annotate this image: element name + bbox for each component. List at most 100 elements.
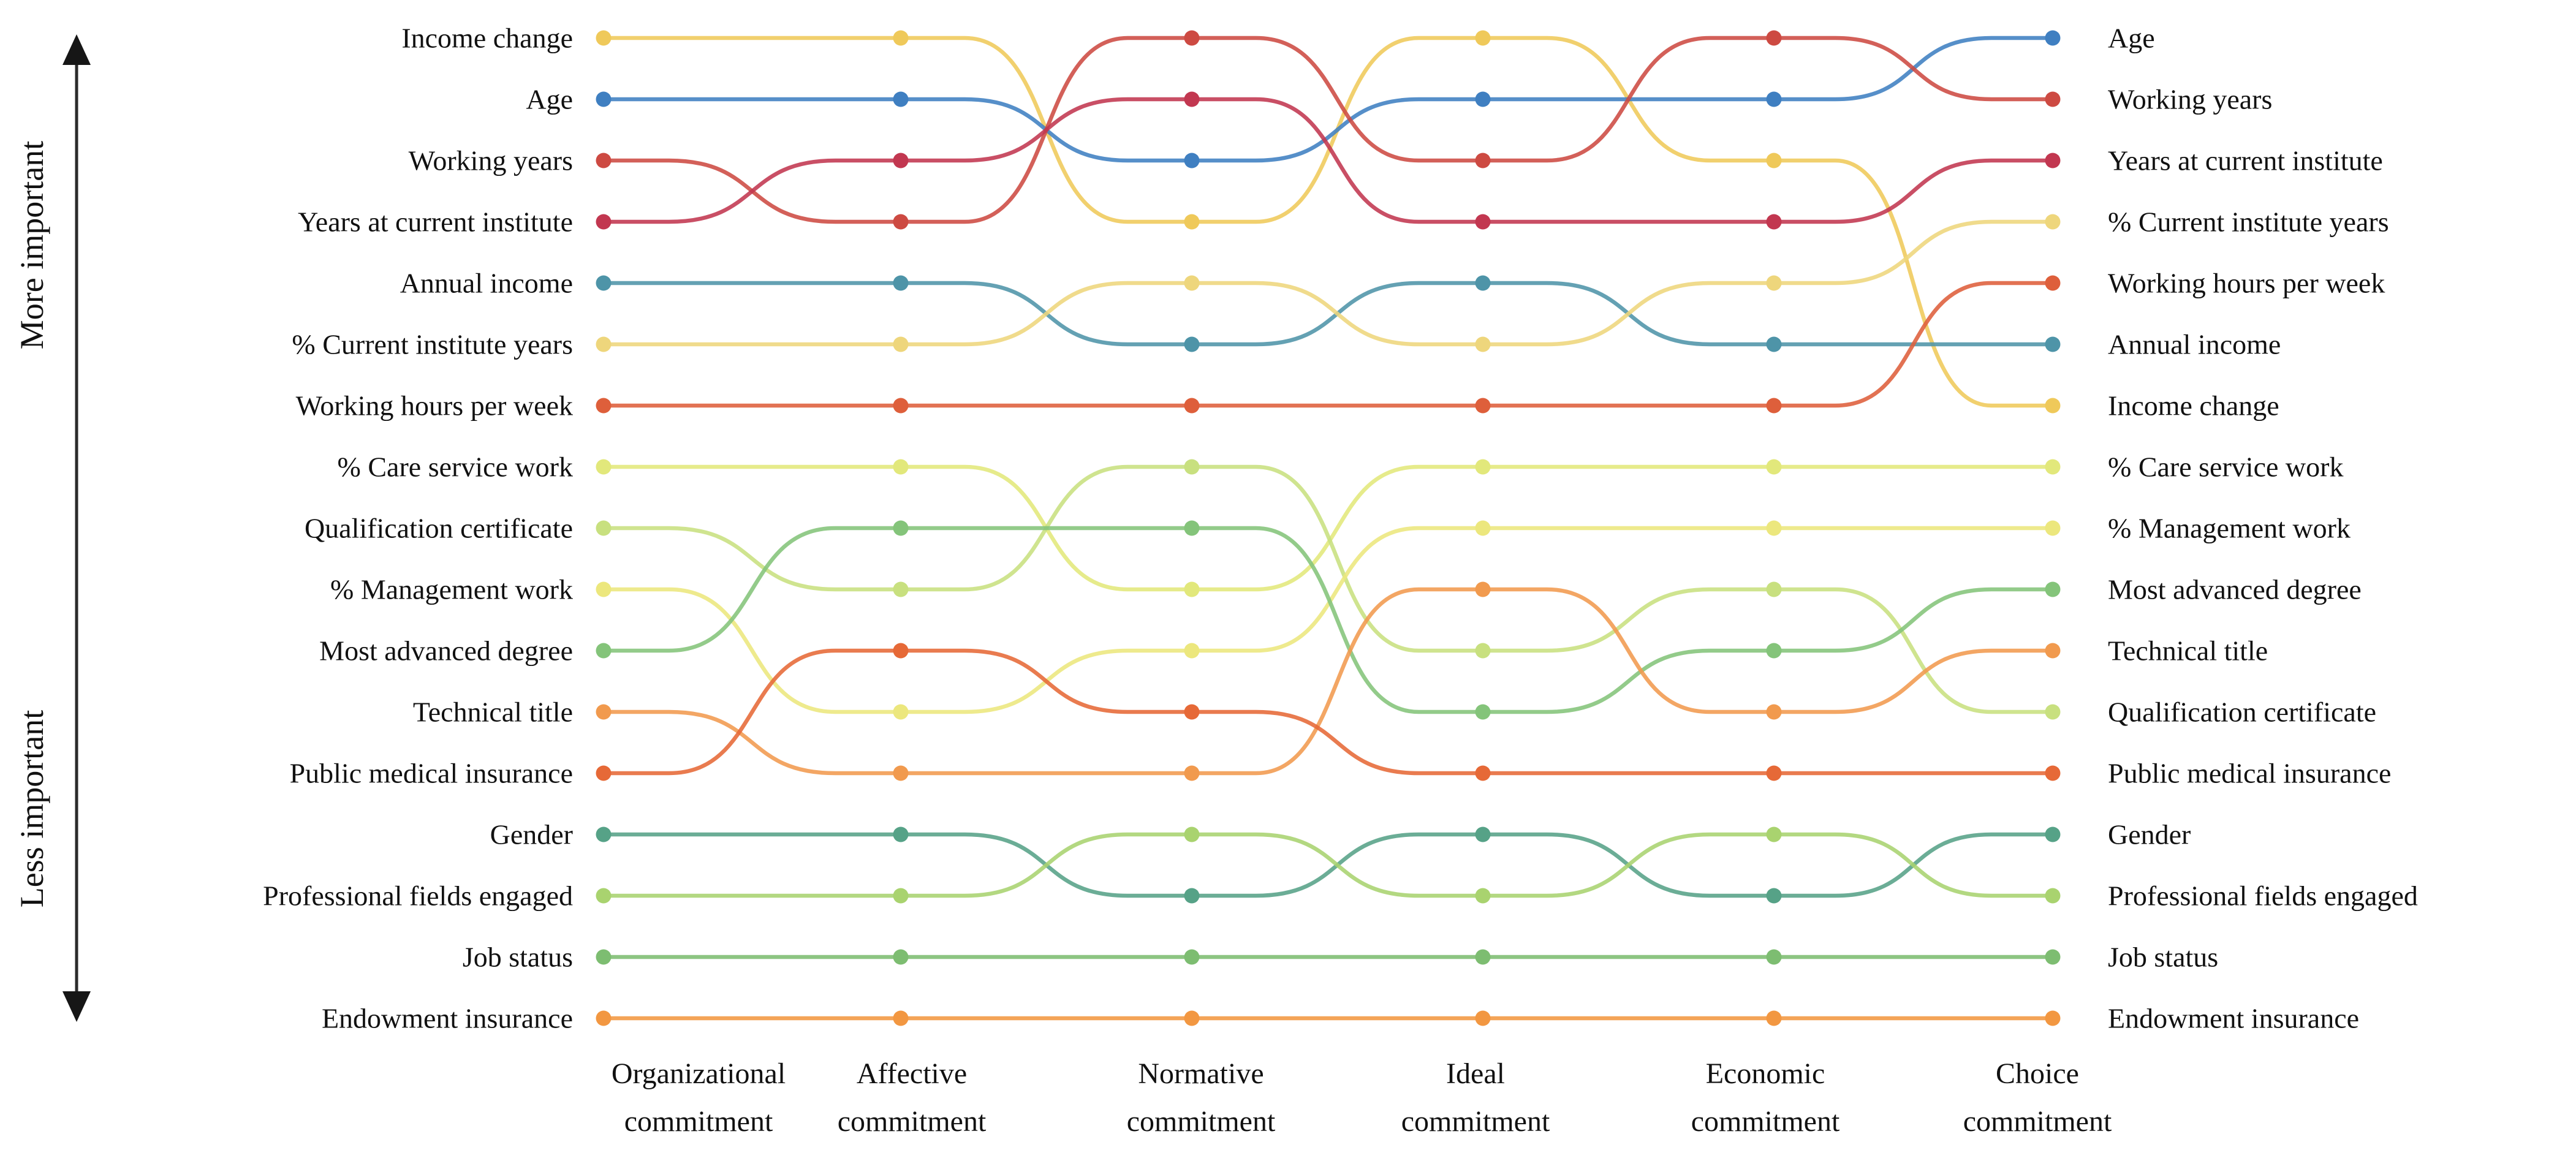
feature-dot-age <box>1184 153 1200 168</box>
feature-label-left-technical-title: Technical title <box>413 697 573 728</box>
feature-dot-management-work <box>596 581 612 597</box>
feature-dot-gender <box>893 826 909 842</box>
column-label-line1: Economic <box>1706 1057 1825 1090</box>
column-label-affective-commitment: Affective commitment <box>838 1057 987 1138</box>
feature-dot-professional-fields-engaged <box>1766 826 1782 842</box>
column-label-line2: commitment <box>1401 1105 1550 1138</box>
feature-dot-years-at-current-institute <box>1766 214 1782 230</box>
feature-dot-gender <box>2045 826 2061 842</box>
feature-dot-professional-fields-engaged <box>596 888 612 904</box>
feature-dot-age <box>2045 30 2061 46</box>
feature-dot-working-hours-per-week <box>2045 275 2061 291</box>
feature-dot-years-at-current-institute <box>1475 214 1491 230</box>
right-feature-labels: Income change Age Working years Years at cu… <box>2108 23 2418 1034</box>
feature-label-right-working-years: Working years <box>2108 84 2272 115</box>
feature-dot-technical-title <box>1766 704 1782 720</box>
feature-line-technical-title <box>601 587 2055 776</box>
arrow-down-icon <box>63 991 91 1022</box>
feature-dot-care-service-work <box>1475 459 1491 475</box>
feature-label-right-technical-title: Technical title <box>2108 635 2268 667</box>
feature-dot-income-change <box>596 30 612 46</box>
feature-label-left-care-service-work: % Care service work <box>338 452 573 483</box>
feature-line-most-advanced-degree <box>601 526 2055 714</box>
feature-dot-working-hours-per-week <box>1766 398 1782 414</box>
column-label-normative-commitment: Normative commitment <box>1127 1057 1276 1138</box>
feature-line-professional-fields-engaged <box>601 832 2055 898</box>
feature-label-left-current-institute-years: % Current institute years <box>292 329 573 360</box>
feature-dot-endowment-insurance <box>893 1010 909 1026</box>
feature-dot-endowment-insurance <box>2045 1010 2061 1026</box>
feature-label-right-management-work: % Management work <box>2108 513 2351 544</box>
feature-dot-working-years <box>1475 153 1491 168</box>
feature-label-left-most-advanced-degree: Most advanced degree <box>319 635 573 667</box>
feature-dot-endowment-insurance <box>1475 1010 1491 1026</box>
feature-dot-endowment-insurance <box>596 1010 612 1026</box>
feature-label-right-annual-income: Annual income <box>2108 329 2281 360</box>
feature-label-right-qualification-certificate: Qualification certificate <box>2108 697 2376 728</box>
feature-dot-qualification-certificate <box>596 520 612 536</box>
feature-dot-public-medical-insurance <box>1766 765 1782 781</box>
feature-dot-working-years <box>596 153 612 168</box>
feature-dot-qualification-certificate <box>2045 704 2061 720</box>
feature-dot-qualification-certificate <box>1475 643 1491 659</box>
feature-dot-income-change <box>2045 398 2061 414</box>
column-axis-labels: Organizational commitment Affective commitm… <box>612 1057 2112 1138</box>
column-label-line2: commitment <box>1127 1105 1276 1138</box>
feature-dot-job-status <box>1766 949 1782 965</box>
column-label-line1: Organizational <box>612 1057 786 1090</box>
feature-dot-gender <box>1766 888 1782 904</box>
feature-line-public-medical-insurance <box>601 648 2055 776</box>
feature-dot-job-status <box>596 949 612 965</box>
bump-dots-layer <box>596 30 2061 1026</box>
column-label-line1: Normative <box>1138 1057 1263 1090</box>
feature-line-qualification-certificate <box>601 464 2055 714</box>
feature-label-left-working-hours-per-week: Working hours per week <box>296 390 573 422</box>
feature-dot-gender <box>1184 888 1200 904</box>
column-label-ideal-commitment: Ideal commitment <box>1401 1057 1550 1138</box>
feature-label-left-working-years: Working years <box>409 145 573 176</box>
feature-dot-current-institute-years <box>1475 336 1491 352</box>
feature-dot-working-years <box>1184 30 1200 46</box>
feature-dot-working-years <box>1766 30 1782 46</box>
column-label-line2: commitment <box>838 1105 987 1138</box>
more-important-label: More important <box>13 141 50 349</box>
feature-dot-job-status <box>893 949 909 965</box>
feature-dot-working-years <box>2045 91 2061 107</box>
feature-label-left-professional-fields-engaged: Professional fields engaged <box>263 880 573 912</box>
feature-dot-professional-fields-engaged <box>1475 888 1491 904</box>
feature-label-right-endowment-insurance: Endowment insurance <box>2108 1003 2359 1034</box>
feature-label-right-current-institute-years: % Current institute years <box>2108 206 2389 238</box>
feature-dot-job-status <box>1475 949 1491 965</box>
feature-label-left-gender: Gender <box>490 819 573 850</box>
feature-dot-technical-title <box>596 704 612 720</box>
feature-dot-management-work <box>1475 520 1491 536</box>
feature-dot-working-hours-per-week <box>596 398 612 414</box>
feature-label-right-most-advanced-degree: Most advanced degree <box>2108 574 2362 605</box>
feature-label-left-job-status: Job status <box>463 942 573 973</box>
feature-label-left-income-change: Income change <box>401 23 573 54</box>
feature-dot-technical-title <box>2045 643 2061 659</box>
feature-dot-years-at-current-institute <box>2045 153 2061 168</box>
column-label-line1: Affective <box>857 1057 967 1090</box>
feature-label-right-public-medical-insurance: Public medical insurance <box>2108 758 2391 789</box>
feature-dot-job-status <box>2045 949 2061 965</box>
feature-label-left-qualification-certificate: Qualification certificate <box>305 513 573 544</box>
feature-dot-age <box>596 91 612 107</box>
feature-label-left-management-work: % Management work <box>330 574 573 605</box>
feature-dot-management-work <box>1184 643 1200 659</box>
feature-dot-most-advanced-degree <box>1766 643 1782 659</box>
feature-dot-working-hours-per-week <box>1184 398 1200 414</box>
feature-dot-public-medical-insurance <box>596 765 612 781</box>
feature-dot-qualification-certificate <box>1766 581 1782 597</box>
feature-label-right-gender: Gender <box>2108 819 2191 850</box>
column-label-choice-commitment: Choice commitment <box>1963 1057 2112 1138</box>
feature-dot-annual-income <box>2045 336 2061 352</box>
feature-dot-job-status <box>1184 949 1200 965</box>
feature-dot-income-change <box>893 30 909 46</box>
column-label-economic-commitment: Economic commitment <box>1691 1057 1840 1138</box>
feature-line-care-service-work <box>601 464 2055 592</box>
column-label-line2: commitment <box>1691 1105 1840 1138</box>
feature-label-right-income-change: Income change <box>2108 390 2279 422</box>
left-feature-labels: Income change Age Working years Years at cu… <box>263 23 573 1034</box>
feature-dot-current-institute-years <box>596 336 612 352</box>
